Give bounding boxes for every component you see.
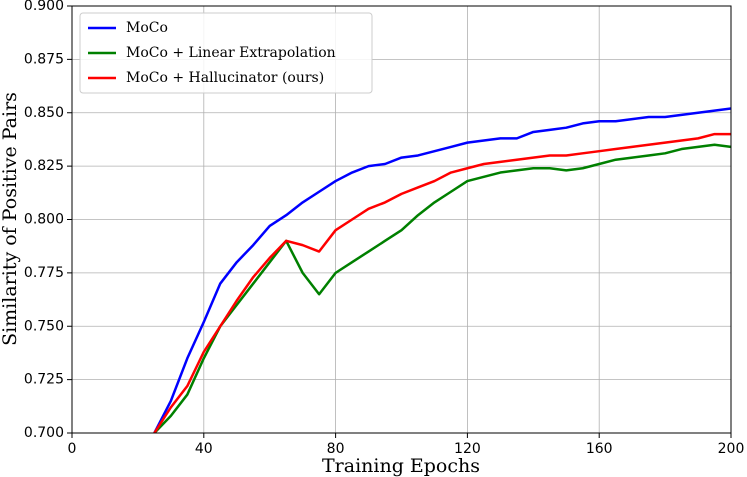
- legend-label: MoCo + Linear Extrapolation: [126, 45, 336, 61]
- x-tick-label: 40: [195, 441, 213, 457]
- y-tick-label: 0.900: [24, 0, 64, 14]
- y-axis-label: Similarity of Positive Pairs: [0, 92, 21, 346]
- x-tick-label: 160: [586, 441, 613, 457]
- y-tick-label: 0.825: [24, 158, 64, 174]
- legend-box: [79, 12, 373, 94]
- lines: [153, 107, 731, 433]
- y-tick-label: 0.850: [24, 105, 64, 121]
- y-tick-label: 0.775: [24, 265, 64, 281]
- y-tick-label: 0.750: [24, 318, 64, 334]
- series-line: [153, 132, 731, 433]
- x-tick-label: 80: [327, 441, 345, 457]
- y-tick-label: 0.875: [24, 51, 64, 67]
- legend-label: MoCo: [126, 20, 168, 36]
- legend-label: MoCo + Hallucinator (ours): [126, 70, 324, 86]
- legend: MoCo MoCo + Linear Extrapolation MoCo + Ha…: [79, 12, 373, 94]
- y-tick-label: 0.725: [24, 372, 64, 388]
- x-tick-label: 200: [718, 441, 745, 457]
- x-tick-label: 120: [454, 441, 481, 457]
- x-axis-label: Training Epochs: [322, 455, 480, 477]
- series-line: [153, 107, 731, 433]
- plot-frame: [71, 5, 732, 434]
- y-tick-label: 0.800: [24, 212, 64, 228]
- x-tick-label: 0: [68, 441, 77, 457]
- series-line: [153, 143, 731, 433]
- y-tick-label: 0.700: [24, 425, 64, 441]
